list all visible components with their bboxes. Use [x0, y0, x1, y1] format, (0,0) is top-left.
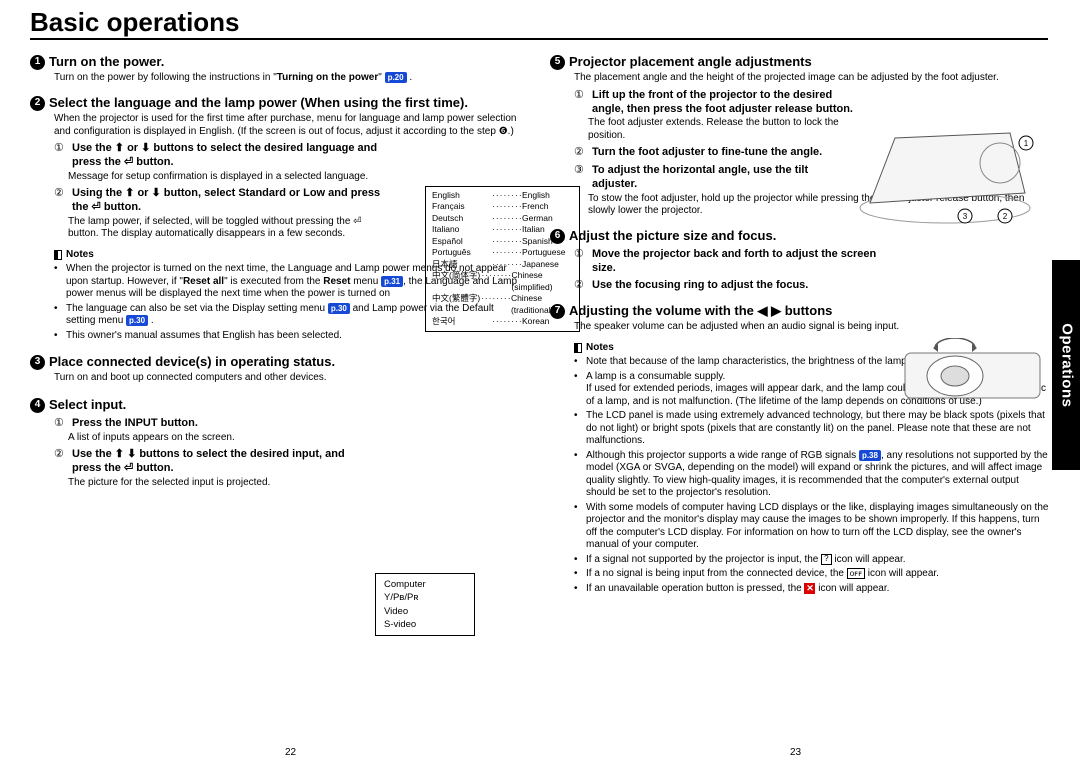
- notes-icon: [574, 343, 582, 353]
- left-column: 1 Turn on the power. Turn on the power b…: [30, 48, 520, 757]
- page-ref-icon: p.38: [859, 450, 881, 461]
- title-rule: [30, 38, 1048, 40]
- step-number-icon: 1: [30, 55, 45, 70]
- section-4-head: 4 Select input.: [30, 397, 520, 413]
- section-7-title: Adjusting the volume with the ◀ ▶ button…: [569, 303, 832, 319]
- section-4-title: Select input.: [49, 397, 126, 413]
- step-number-icon: 3: [30, 355, 45, 370]
- section-1-title: Turn on the power.: [49, 54, 164, 70]
- input-row: Video: [384, 605, 466, 618]
- section-6-title: Adjust the picture size and focus.: [569, 228, 776, 244]
- svg-text:3: 3: [963, 212, 968, 221]
- step-number-icon: 2: [30, 96, 45, 111]
- page-number-right: 23: [790, 747, 801, 760]
- input-row: Y/Pʙ/Pʀ: [384, 591, 466, 604]
- page-ref-icon: p.20: [385, 72, 407, 83]
- section-7-head: 7 Adjusting the volume with the ◀ ▶ butt…: [550, 303, 1050, 319]
- x-icon: ✕: [804, 583, 815, 594]
- svg-text:2: 2: [1003, 212, 1008, 221]
- section-3-body: Turn on and boot up connected computers …: [54, 372, 520, 385]
- section-2-sub1: ①Use the ⬆ or ⬇ buttons to select the de…: [54, 142, 394, 241]
- question-icon: ?: [821, 554, 831, 565]
- section-5-intro: The placement angle and the height of th…: [574, 72, 1050, 85]
- svg-text:1: 1: [1024, 139, 1029, 148]
- step-number-icon: 5: [550, 55, 565, 70]
- input-row: S-video: [384, 618, 466, 631]
- input-list-box: ComputerY/Pʙ/PʀVideoS-video: [375, 573, 475, 636]
- columns: 1 Turn on the power. Turn on the power b…: [30, 48, 1062, 757]
- step-number-icon: 4: [30, 398, 45, 413]
- focus-ring-diagram: [900, 338, 1045, 408]
- right-column: 5 Projector placement angle adjustments …: [550, 48, 1050, 757]
- off-icon: ᴏꜰꜰ: [847, 568, 865, 579]
- section-3-title: Place connected device(s) in operating s…: [49, 354, 335, 370]
- page-title: Basic operations: [30, 6, 240, 39]
- section-5-subs: ①Lift up the front of the projector to t…: [574, 89, 854, 218]
- section-2-title: Select the language and the lamp power (…: [49, 95, 468, 111]
- input-row: Computer: [384, 578, 466, 591]
- page-ref-icon: p.30: [126, 315, 148, 326]
- page-ref-icon: p.30: [328, 303, 350, 314]
- projector-angle-diagram: 1 2 3: [850, 108, 1040, 228]
- section-3-head: 3 Place connected device(s) in operating…: [30, 354, 520, 370]
- manual-spread: Basic operations 1 Turn on the power. Tu…: [0, 0, 1080, 763]
- section-tab: Operations: [1052, 260, 1080, 470]
- step-number-icon: 6: [550, 229, 565, 244]
- section-5-title: Projector placement angle adjustments: [569, 54, 812, 70]
- section-6-head: 6 Adjust the picture size and focus.: [550, 228, 1050, 244]
- page-ref-icon: p.31: [381, 276, 403, 287]
- section-1-head: 1 Turn on the power.: [30, 54, 520, 70]
- section-5-head: 5 Projector placement angle adjustments: [550, 54, 1050, 70]
- section-1-body: Turn on the power by following the instr…: [54, 72, 520, 85]
- section-6-body: ①Move the projector back and forth to ad…: [574, 248, 894, 293]
- section-2-head: 2 Select the language and the lamp power…: [30, 95, 520, 111]
- section-2-intro: When the projector is used for the first…: [54, 113, 534, 138]
- page-number-left: 22: [285, 747, 296, 760]
- step-number-icon: 7: [550, 304, 565, 319]
- section-7-intro: The speaker volume can be adjusted when …: [574, 321, 1050, 334]
- notes-icon: [54, 250, 62, 260]
- section-4-body: ①Press the INPUT button. A list of input…: [54, 417, 354, 489]
